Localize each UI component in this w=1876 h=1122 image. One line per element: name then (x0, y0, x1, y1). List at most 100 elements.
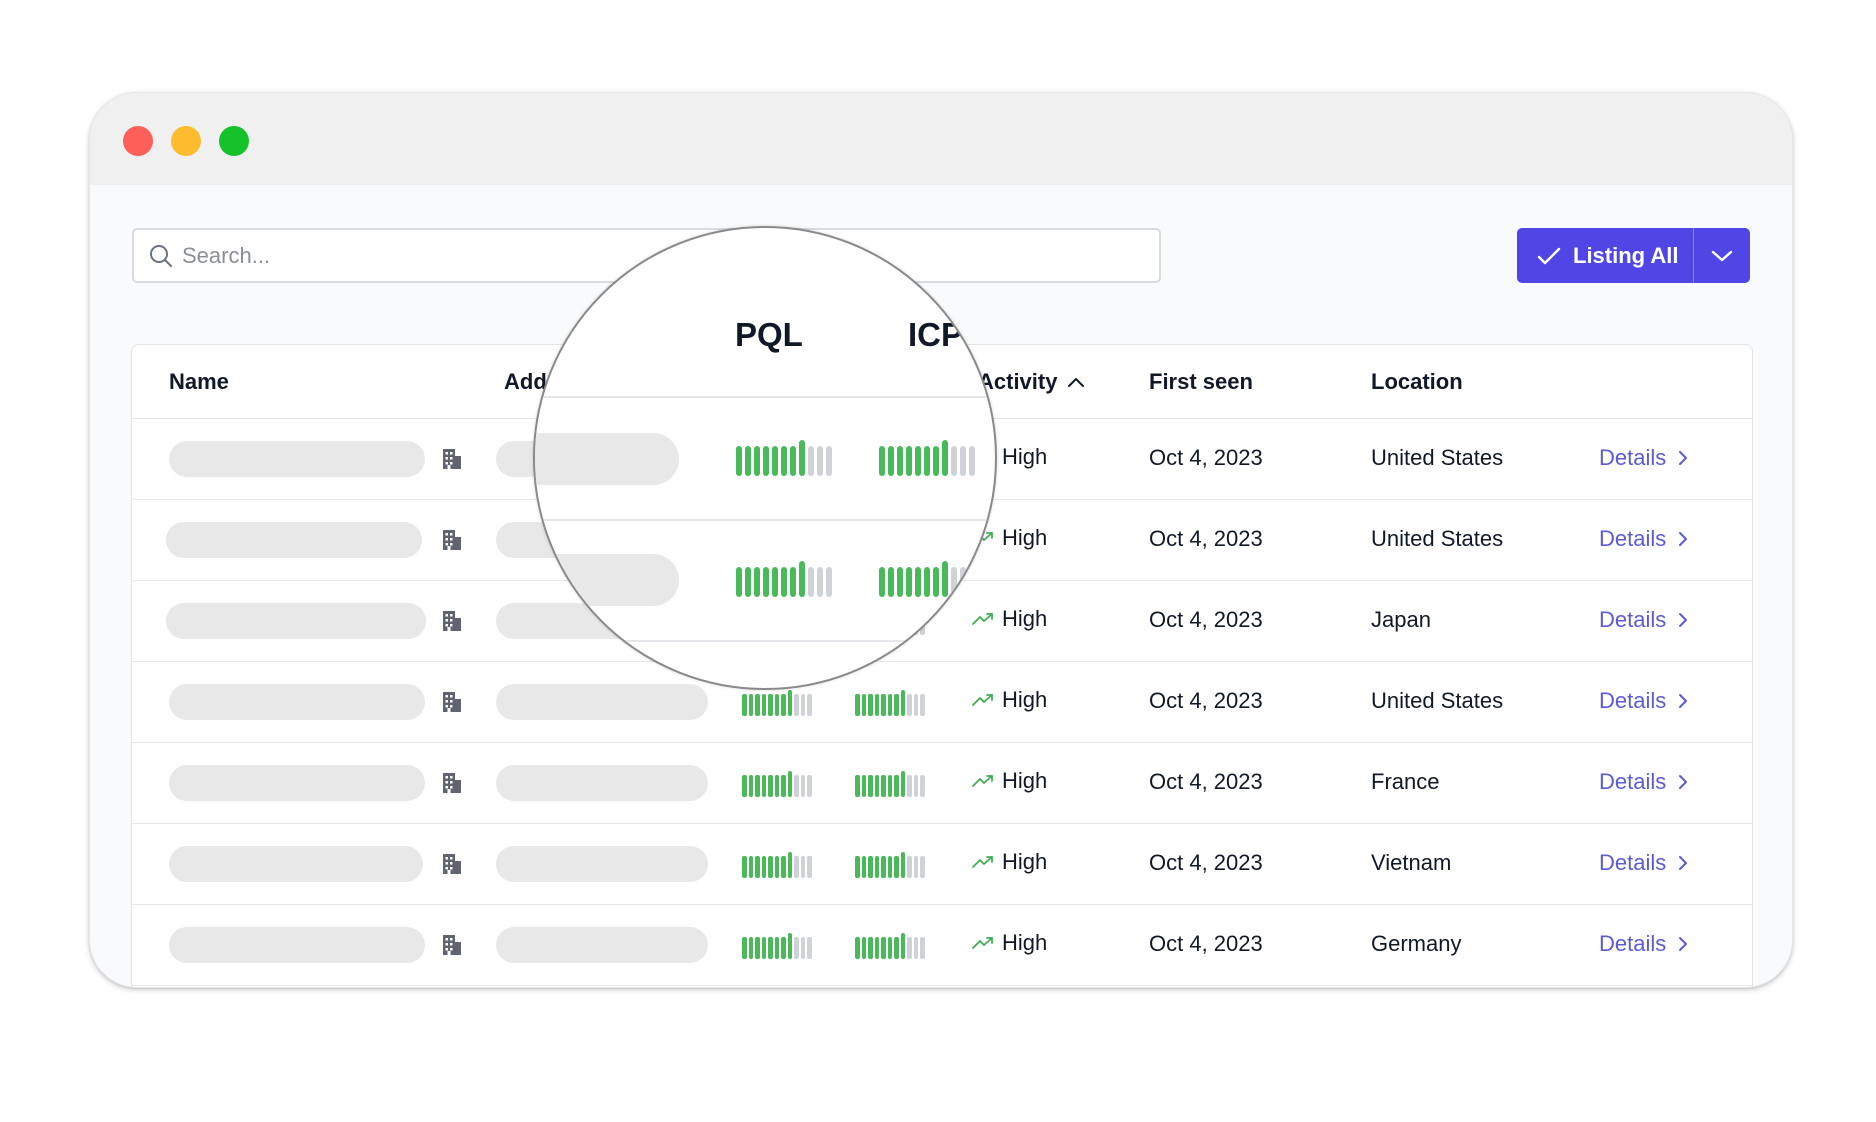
location-value: France (1371, 769, 1440, 794)
listing-all-label: Listing All (1573, 242, 1679, 268)
score-bar-segment (897, 446, 903, 476)
score-bar-segment (855, 856, 860, 878)
score-bar-segment (768, 775, 773, 797)
details-link[interactable]: Details (1599, 445, 1688, 471)
score-bar-segment (874, 856, 879, 878)
table-row[interactable]: High Oct 4, 2023 United States Details (132, 662, 1752, 743)
building-icon[interactable] (442, 771, 462, 793)
score-bar-segment (787, 852, 792, 878)
name-placeholder (166, 522, 422, 558)
score-bar-segment (799, 440, 805, 476)
location-value: United States (1371, 688, 1504, 713)
score-bar-segment (933, 567, 939, 597)
lens-header-divider (535, 396, 995, 398)
score-bar-segment (787, 690, 792, 716)
search-icon (150, 244, 172, 267)
score-bar-segment (800, 694, 805, 716)
column-header-first-seen[interactable]: First seen (1149, 369, 1253, 394)
column-header-activity[interactable]: Activity (978, 369, 1085, 395)
score-bar-segment (787, 933, 792, 959)
score-bar-segment (907, 694, 912, 716)
trend-up-icon (972, 775, 993, 787)
score-bar-segment (868, 775, 873, 797)
score-bar-segment (763, 446, 769, 476)
table-row[interactable]: High Oct 4, 2023 Germany Details (132, 905, 1752, 986)
details-link[interactable]: Details (1599, 688, 1688, 714)
score-bar-segment (807, 694, 812, 716)
details-link[interactable]: Details (1599, 526, 1688, 552)
score-bar-segment (772, 567, 778, 597)
close-window-button[interactable] (123, 126, 153, 156)
building-icon[interactable] (442, 933, 462, 955)
building-icon[interactable] (442, 528, 462, 550)
listing-dropdown-toggle[interactable] (1694, 228, 1750, 283)
trend-up-icon (972, 856, 993, 868)
listing-all-button[interactable]: Listing All (1517, 228, 1693, 283)
trend-up-icon (972, 694, 993, 706)
score-bar-segment (913, 775, 918, 797)
icp-score-bars (855, 933, 925, 959)
score-bar-segment (861, 937, 866, 959)
first-seen-value: Oct 4, 2023 (1149, 526, 1263, 551)
pql-score-bars (742, 852, 812, 878)
details-label: Details (1599, 607, 1667, 632)
score-bar-segment (774, 937, 779, 959)
minimize-window-button[interactable] (171, 126, 201, 156)
score-bar-segment (881, 856, 886, 878)
score-bar-segment (781, 937, 786, 959)
score-bar-segment (794, 694, 799, 716)
chevron-right-icon (1679, 613, 1688, 627)
score-bar-segment (754, 567, 760, 597)
address-placeholder (496, 765, 708, 801)
location-value: United States (1371, 445, 1504, 470)
score-bar-segment (794, 856, 799, 878)
score-bar-segment (807, 856, 812, 878)
score-bar-segment (781, 694, 786, 716)
icp-score-bars (855, 852, 925, 878)
building-icon[interactable] (442, 852, 462, 874)
score-bar-segment (768, 856, 773, 878)
magnified-score-bars (736, 440, 832, 476)
score-bar-segment (951, 446, 957, 476)
score-bar-segment (794, 937, 799, 959)
button-divider (1693, 228, 1694, 283)
details-link[interactable]: Details (1599, 931, 1688, 957)
score-bar-segment (881, 937, 886, 959)
score-bar-segment (861, 856, 866, 878)
lens-row-divider (535, 519, 995, 521)
score-bar-segment (742, 694, 747, 716)
activity-value: High (1002, 606, 1048, 631)
name-placeholder (169, 684, 425, 720)
activity-cell: High (972, 930, 1047, 956)
score-bar-segment (915, 446, 921, 476)
details-link[interactable]: Details (1599, 850, 1688, 876)
building-icon[interactable] (442, 609, 462, 631)
score-bar-segment (915, 567, 921, 597)
check-icon (1537, 247, 1561, 264)
score-bar-segment (761, 775, 766, 797)
column-header-name[interactable]: Name (169, 369, 229, 394)
details-link[interactable]: Details (1599, 607, 1688, 633)
score-bar-segment (969, 446, 975, 476)
score-bar-segment (942, 440, 948, 476)
score-bar-segment (774, 694, 779, 716)
score-bar-segment (924, 446, 930, 476)
score-bar-segment (881, 694, 886, 716)
score-bar-segment (900, 690, 905, 716)
column-header-location[interactable]: Location (1371, 369, 1463, 394)
score-bar-segment (790, 446, 796, 476)
details-link[interactable]: Details (1599, 769, 1688, 795)
address-placeholder (496, 846, 708, 882)
building-icon[interactable] (442, 447, 462, 469)
chevron-up-icon (1068, 378, 1085, 387)
table-row[interactable]: High Oct 4, 2023 Vietnam Details (132, 824, 1752, 905)
score-bar-segment (748, 856, 753, 878)
first-seen-value: Oct 4, 2023 (1149, 607, 1263, 632)
table-row[interactable]: High Oct 4, 2023 France Details (132, 743, 1752, 824)
score-bar-segment (742, 937, 747, 959)
score-bar-segment (768, 694, 773, 716)
score-bar-segment (900, 771, 905, 797)
maximize-window-button[interactable] (219, 126, 249, 156)
building-icon[interactable] (442, 690, 462, 712)
score-bar-segment (888, 567, 894, 597)
